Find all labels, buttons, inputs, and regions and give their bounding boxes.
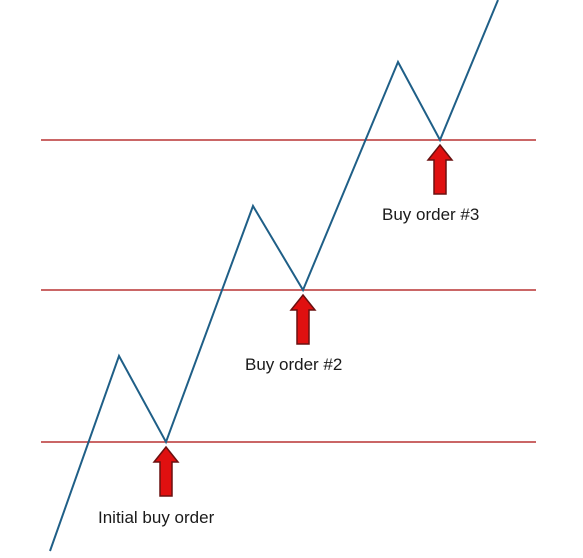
up-arrow-icon xyxy=(289,293,317,345)
price-zigzag-line xyxy=(49,0,499,552)
up-arrow-icon xyxy=(426,143,454,195)
buy-order-3-label: Buy order #3 xyxy=(382,205,479,224)
initial-buy-order-label: Initial buy order xyxy=(98,508,215,527)
buy-order-2-label: Buy order #2 xyxy=(245,355,342,374)
up-arrow-icon xyxy=(152,445,180,497)
